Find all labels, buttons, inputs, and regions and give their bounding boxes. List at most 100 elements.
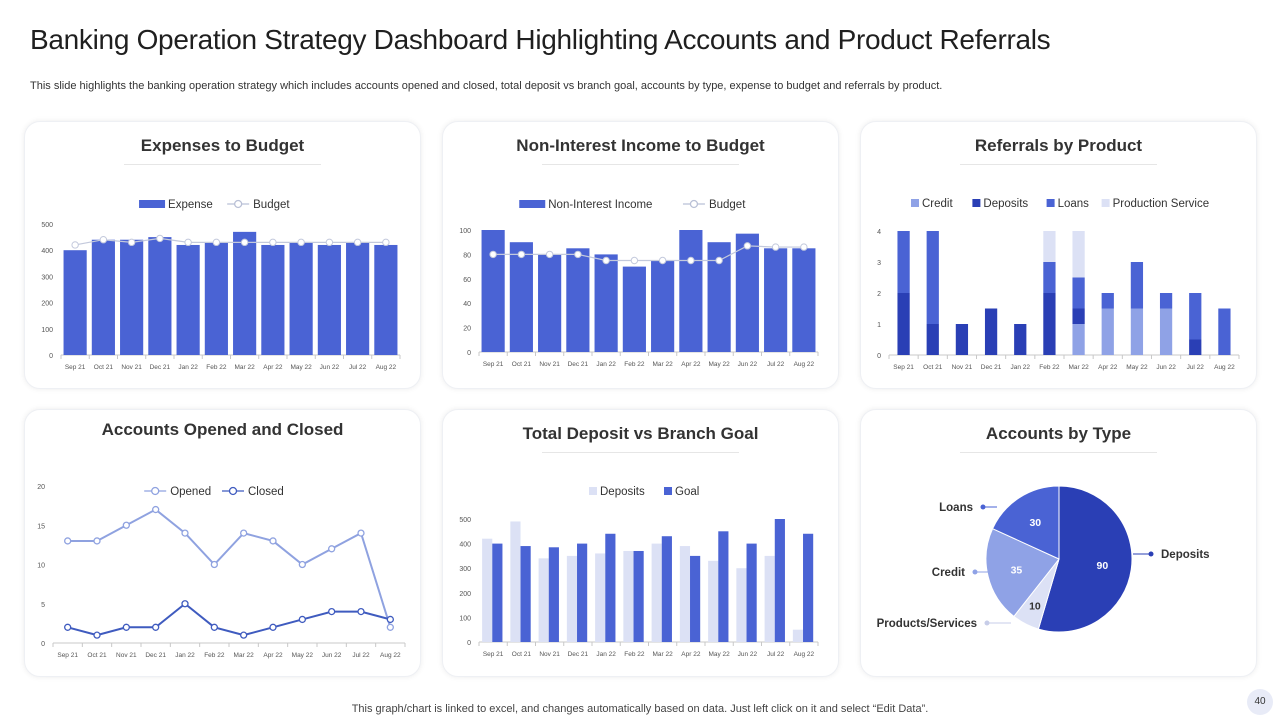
series-marker bbox=[210, 560, 218, 569]
x-tick-label: Sep 21 bbox=[65, 364, 86, 371]
x-tick-label: Feb 22 bbox=[624, 651, 645, 658]
y-tick-label: 400 bbox=[459, 542, 471, 549]
budget-marker bbox=[184, 238, 192, 247]
x-tick-label: Apr 22 bbox=[681, 361, 701, 368]
budget-marker bbox=[382, 238, 390, 247]
budget-marker bbox=[489, 250, 497, 259]
card-divider bbox=[541, 164, 740, 165]
stacked-bar-segment bbox=[1043, 293, 1056, 355]
bar bbox=[566, 248, 590, 352]
bar bbox=[510, 521, 521, 642]
y-tick-label: 100 bbox=[41, 327, 53, 334]
legend-label: Goal bbox=[675, 486, 699, 498]
bar bbox=[792, 248, 816, 352]
budget-marker bbox=[353, 238, 362, 247]
budget-marker bbox=[800, 243, 808, 251]
budget-marker bbox=[240, 238, 249, 247]
budget-marker bbox=[687, 256, 695, 265]
series-marker bbox=[298, 560, 306, 569]
legend-marker bbox=[228, 486, 238, 496]
stacked-bar-segment bbox=[984, 308, 998, 355]
x-tick-label: Jul 22 bbox=[349, 364, 367, 371]
budget-marker bbox=[545, 250, 554, 259]
x-tick-label: Jan 22 bbox=[596, 651, 616, 658]
card-divider bbox=[541, 452, 740, 453]
budget-marker bbox=[127, 238, 136, 247]
pie-category-label: Deposits bbox=[1161, 549, 1210, 561]
legend-swatch bbox=[519, 200, 546, 208]
legend-marker bbox=[689, 199, 699, 209]
budget-marker bbox=[297, 238, 305, 247]
bar bbox=[577, 543, 588, 642]
pie-category-label: Credit bbox=[932, 567, 965, 579]
series-line bbox=[67, 508, 392, 628]
bar bbox=[661, 536, 672, 642]
stacked-bar-segment bbox=[1218, 308, 1231, 355]
pie-leader-dot bbox=[984, 620, 990, 626]
series-marker bbox=[357, 607, 365, 616]
bar bbox=[233, 231, 257, 355]
bar bbox=[651, 543, 662, 642]
x-tick-label: Jun 22 bbox=[320, 364, 340, 371]
x-tick-label: Mar 22 bbox=[235, 364, 256, 371]
pie-category-label: Products/Services bbox=[877, 618, 977, 630]
x-tick-label: Jan 22 bbox=[596, 361, 616, 368]
pie-leader-dot bbox=[972, 569, 978, 575]
bar bbox=[481, 230, 505, 352]
x-tick-label: Dec 21 bbox=[145, 652, 166, 659]
x-tick-label: Jun 22 bbox=[1156, 364, 1176, 371]
series-marker bbox=[210, 623, 218, 631]
bar bbox=[120, 239, 144, 355]
series-marker bbox=[269, 537, 277, 545]
y-tick-label: 80 bbox=[463, 252, 471, 259]
bar bbox=[746, 543, 757, 642]
legend-swatch bbox=[911, 199, 919, 207]
x-tick-label: Feb 22 bbox=[624, 361, 645, 368]
y-tick-label: 0 bbox=[467, 640, 471, 647]
accounts-card: Accounts Opened and Closed 0 5 10 15 20 Sep 2… bbox=[24, 409, 421, 677]
x-tick-label: May 22 bbox=[290, 364, 312, 371]
page-number: 40 bbox=[1247, 689, 1273, 715]
bar bbox=[374, 244, 398, 355]
bar bbox=[690, 555, 701, 642]
bar bbox=[735, 233, 759, 352]
y-tick-label: 5 bbox=[41, 602, 45, 609]
x-tick-label: Jun 22 bbox=[738, 651, 758, 658]
stacked-bar-segment bbox=[1072, 277, 1085, 309]
bar bbox=[633, 550, 644, 642]
referrals-chart[interactable]: 0 1 2 3 4 Sep 21 Oct 21 Nov 21 Dec 21 Jan 22 Feb 2… bbox=[861, 122, 1256, 388]
bar bbox=[736, 568, 747, 642]
legend-marker bbox=[151, 486, 160, 496]
series-marker bbox=[328, 607, 336, 616]
bar bbox=[548, 547, 559, 642]
x-tick-label: May 22 bbox=[292, 652, 314, 659]
stacked-bar-segment bbox=[1101, 308, 1114, 355]
bar bbox=[622, 266, 646, 352]
x-tick-label: Dec 21 bbox=[981, 364, 1002, 371]
budget-line bbox=[75, 237, 386, 246]
stacked-bar-segment bbox=[1043, 262, 1056, 293]
budget-marker bbox=[71, 241, 79, 249]
card-divider bbox=[123, 164, 322, 165]
x-tick-label: Aug 22 bbox=[1214, 364, 1235, 371]
x-tick-label: Sep 21 bbox=[483, 361, 504, 368]
income-card: Non-Interest Income to Budget 0 20 40 60 80 1… bbox=[442, 121, 839, 389]
stacked-bar-segment bbox=[955, 324, 969, 355]
y-tick-label: 2 bbox=[877, 291, 881, 298]
series-line bbox=[67, 602, 391, 637]
budget-marker bbox=[517, 250, 526, 259]
stacked-bar-segment bbox=[1130, 262, 1144, 309]
bar bbox=[176, 244, 200, 355]
income-chart[interactable]: 0 20 40 60 80 100 Sep 21 Oct 21 Nov 21 Dec 21 Jan … bbox=[443, 122, 838, 388]
series-marker bbox=[181, 529, 189, 537]
accounts-chart[interactable]: 0 5 10 15 20 Sep 21 Oct 21 Nov 21 Dec 21 Jan 22 Fe… bbox=[25, 410, 420, 676]
bar bbox=[63, 250, 87, 355]
x-tick-label: Sep 21 bbox=[483, 651, 504, 658]
x-tick-label: May 22 bbox=[708, 651, 730, 658]
expenses-chart[interactable]: 0 100 200 300 400 500 Sep 21 Oct 21 Nov 21 Dec 21… bbox=[25, 122, 420, 388]
x-tick-label: May 22 bbox=[708, 361, 730, 368]
bar bbox=[346, 242, 370, 355]
deposit-chart[interactable]: 0 100 200 300 400 500 Sep 21 Oct 21 Nov 21 Dec 21… bbox=[443, 410, 838, 676]
types-chart[interactable]: 90 Deposits 10 Products/Services 35 Credit 30 L… bbox=[861, 410, 1256, 676]
budget-marker bbox=[156, 234, 164, 243]
